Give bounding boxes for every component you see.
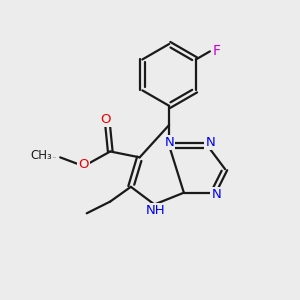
Text: N: N: [164, 136, 174, 149]
Text: methyl: methyl: [52, 157, 57, 158]
Text: NH: NH: [146, 204, 166, 217]
Text: N: N: [212, 188, 221, 201]
Text: CH₃: CH₃: [30, 149, 52, 162]
Text: O: O: [79, 158, 89, 171]
Text: O: O: [100, 112, 111, 126]
Text: N: N: [206, 136, 215, 149]
Text: F: F: [212, 44, 220, 58]
